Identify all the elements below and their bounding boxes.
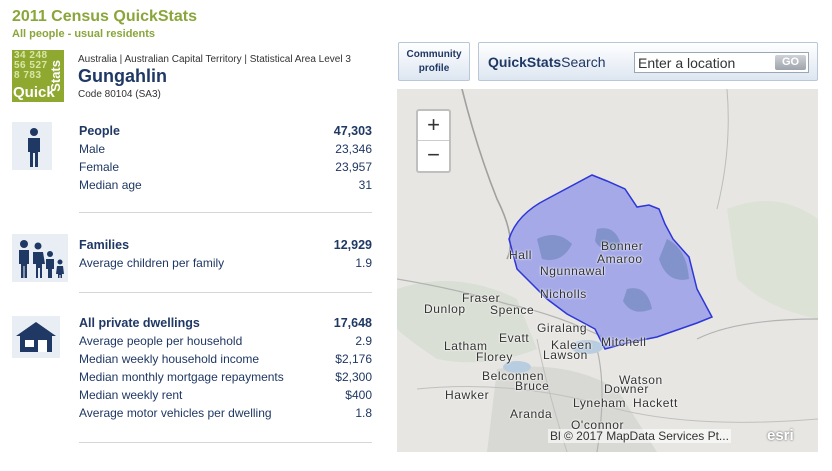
quickstats-logo: 34 248 56 527 8 783 Stats Quick <box>12 50 64 102</box>
place-code: Code 80104 (SA3) <box>78 89 161 100</box>
rent-row: Median weekly rent $400 <box>79 388 372 406</box>
community-profile-button[interactable]: Community profile <box>398 42 470 81</box>
vehicles-label: Average motor vehicles per dwelling <box>79 406 272 420</box>
map-label-bruce: Bruce <box>515 379 550 393</box>
families-section: Families 12,929 Average children per fam… <box>12 234 372 294</box>
female-label: Female <box>79 160 120 174</box>
median-age-row: Median age 31 <box>79 178 372 196</box>
families-total-row: Families 12,929 <box>79 238 372 256</box>
logo-numbers: 34 248 56 527 8 783 <box>14 50 48 81</box>
map-label-hall: Hall <box>509 248 533 262</box>
vehicles-value: 1.8 <box>355 406 372 420</box>
map-label-fraser: Fraser <box>462 291 501 305</box>
house-icon <box>12 316 60 358</box>
map-label-bonner: Bonner <box>601 239 644 253</box>
quickstats-search-bar: QuickStatsSearch GO <box>478 42 818 81</box>
zoom-control: + − <box>416 109 451 173</box>
median-age-label: Median age <box>79 178 142 192</box>
divider <box>79 212 372 213</box>
male-value: 23,346 <box>335 142 372 156</box>
map-label-aranda: Aranda <box>510 407 553 421</box>
map-label-dunlop: Dunlop <box>424 302 466 316</box>
map-view[interactable]: Hall Bonner Amaroo Ngunnawal Nicholls Fr… <box>397 89 818 452</box>
map-label-hackett: Hackett <box>633 396 678 410</box>
breadcrumb: Australia | Australian Capital Territory… <box>78 54 351 65</box>
mortgage-label: Median monthly mortgage repayments <box>79 370 284 384</box>
avg-people-label: Average people per household <box>79 334 243 348</box>
search-label-bold: QuickStats <box>488 54 562 70</box>
map-label-florey: Florey <box>476 350 513 364</box>
go-button[interactable]: GO <box>775 55 806 70</box>
male-label: Male <box>79 142 106 156</box>
esri-logo: esri <box>767 427 794 444</box>
people-value: 47,303 <box>333 124 372 138</box>
map-label-lyneham: Lyneham <box>573 396 627 410</box>
map-label-ngunnawal: Ngunnawal <box>540 264 606 278</box>
map-label-belconnen: Belconnen <box>482 369 545 383</box>
families-value: 12,929 <box>333 238 372 252</box>
median-age-value: 31 <box>358 178 372 192</box>
location-search-input[interactable] <box>634 52 809 73</box>
avg-children-value: 1.9 <box>355 256 372 270</box>
rent-value: $400 <box>345 388 372 402</box>
map-label-giralang: Giralang <box>537 321 588 335</box>
map-label-mitchell: Mitchell <box>601 335 647 349</box>
avg-children-label: Average children per family <box>79 256 225 270</box>
map-label-spence: Spence <box>490 303 535 317</box>
people-section: People 47,303 Male 23,346 Female 23,957 … <box>12 120 372 213</box>
map-attribution: Bl © 2017 MapData Services Pt... <box>548 429 731 443</box>
map-label-hawker: Hawker <box>445 388 490 402</box>
rent-label: Median weekly rent <box>79 388 183 402</box>
map-label-nicholls: Nicholls <box>540 287 587 301</box>
place-name: Gungahlin <box>78 66 167 86</box>
map-label-amaroo: Amaroo <box>597 252 643 266</box>
map-label-downer: Downer <box>604 382 649 396</box>
search-label: QuickStatsSearch <box>488 54 606 70</box>
person-icon <box>12 122 52 170</box>
divider <box>79 292 372 293</box>
people-total-row: People 47,303 <box>79 124 372 142</box>
dwellings-value: 17,648 <box>333 316 372 330</box>
income-row: Median weekly household income $2,176 <box>79 352 372 370</box>
people-label: People <box>79 124 120 138</box>
income-label: Median weekly household income <box>79 352 260 366</box>
map-label-oconnor: O'connor <box>571 418 625 432</box>
logo-word-quick: Quick <box>13 84 55 101</box>
dwellings-section: All private dwellings 17,648 Average peo… <box>12 312 372 443</box>
male-row: Male 23,346 <box>79 142 372 160</box>
dwellings-total-row: All private dwellings 17,648 <box>79 316 372 334</box>
female-value: 23,957 <box>335 160 372 174</box>
zoom-in-button[interactable]: + <box>418 111 449 141</box>
divider <box>79 442 372 443</box>
search-label-rest: Search <box>561 54 606 70</box>
map-label-kaleen: Kaleen <box>551 338 592 352</box>
map-label-lawson: Lawson <box>543 348 588 362</box>
mortgage-row: Median monthly mortgage repayments $2,30… <box>79 370 372 388</box>
female-row: Female 23,957 <box>79 160 372 178</box>
page-subtitle: All people - usual residents <box>12 28 156 40</box>
map-label-latham: Latham <box>444 339 488 353</box>
zoom-out-button[interactable]: − <box>427 142 440 167</box>
map-label-evatt: Evatt <box>499 331 530 345</box>
avg-people-row: Average people per household 2.9 <box>79 334 372 352</box>
vehicles-row: Average motor vehicles per dwelling 1.8 <box>79 406 372 424</box>
map-label-watson: Watson <box>619 373 663 387</box>
dwellings-label: All private dwellings <box>79 316 200 330</box>
income-value: $2,176 <box>335 352 372 366</box>
mortgage-value: $2,300 <box>335 370 372 384</box>
avg-children-row: Average children per family 1.9 <box>79 256 372 274</box>
avg-people-value: 2.9 <box>355 334 372 348</box>
page-title: 2011 Census QuickStats <box>12 8 197 25</box>
family-icon <box>12 234 68 282</box>
families-label: Families <box>79 238 130 252</box>
